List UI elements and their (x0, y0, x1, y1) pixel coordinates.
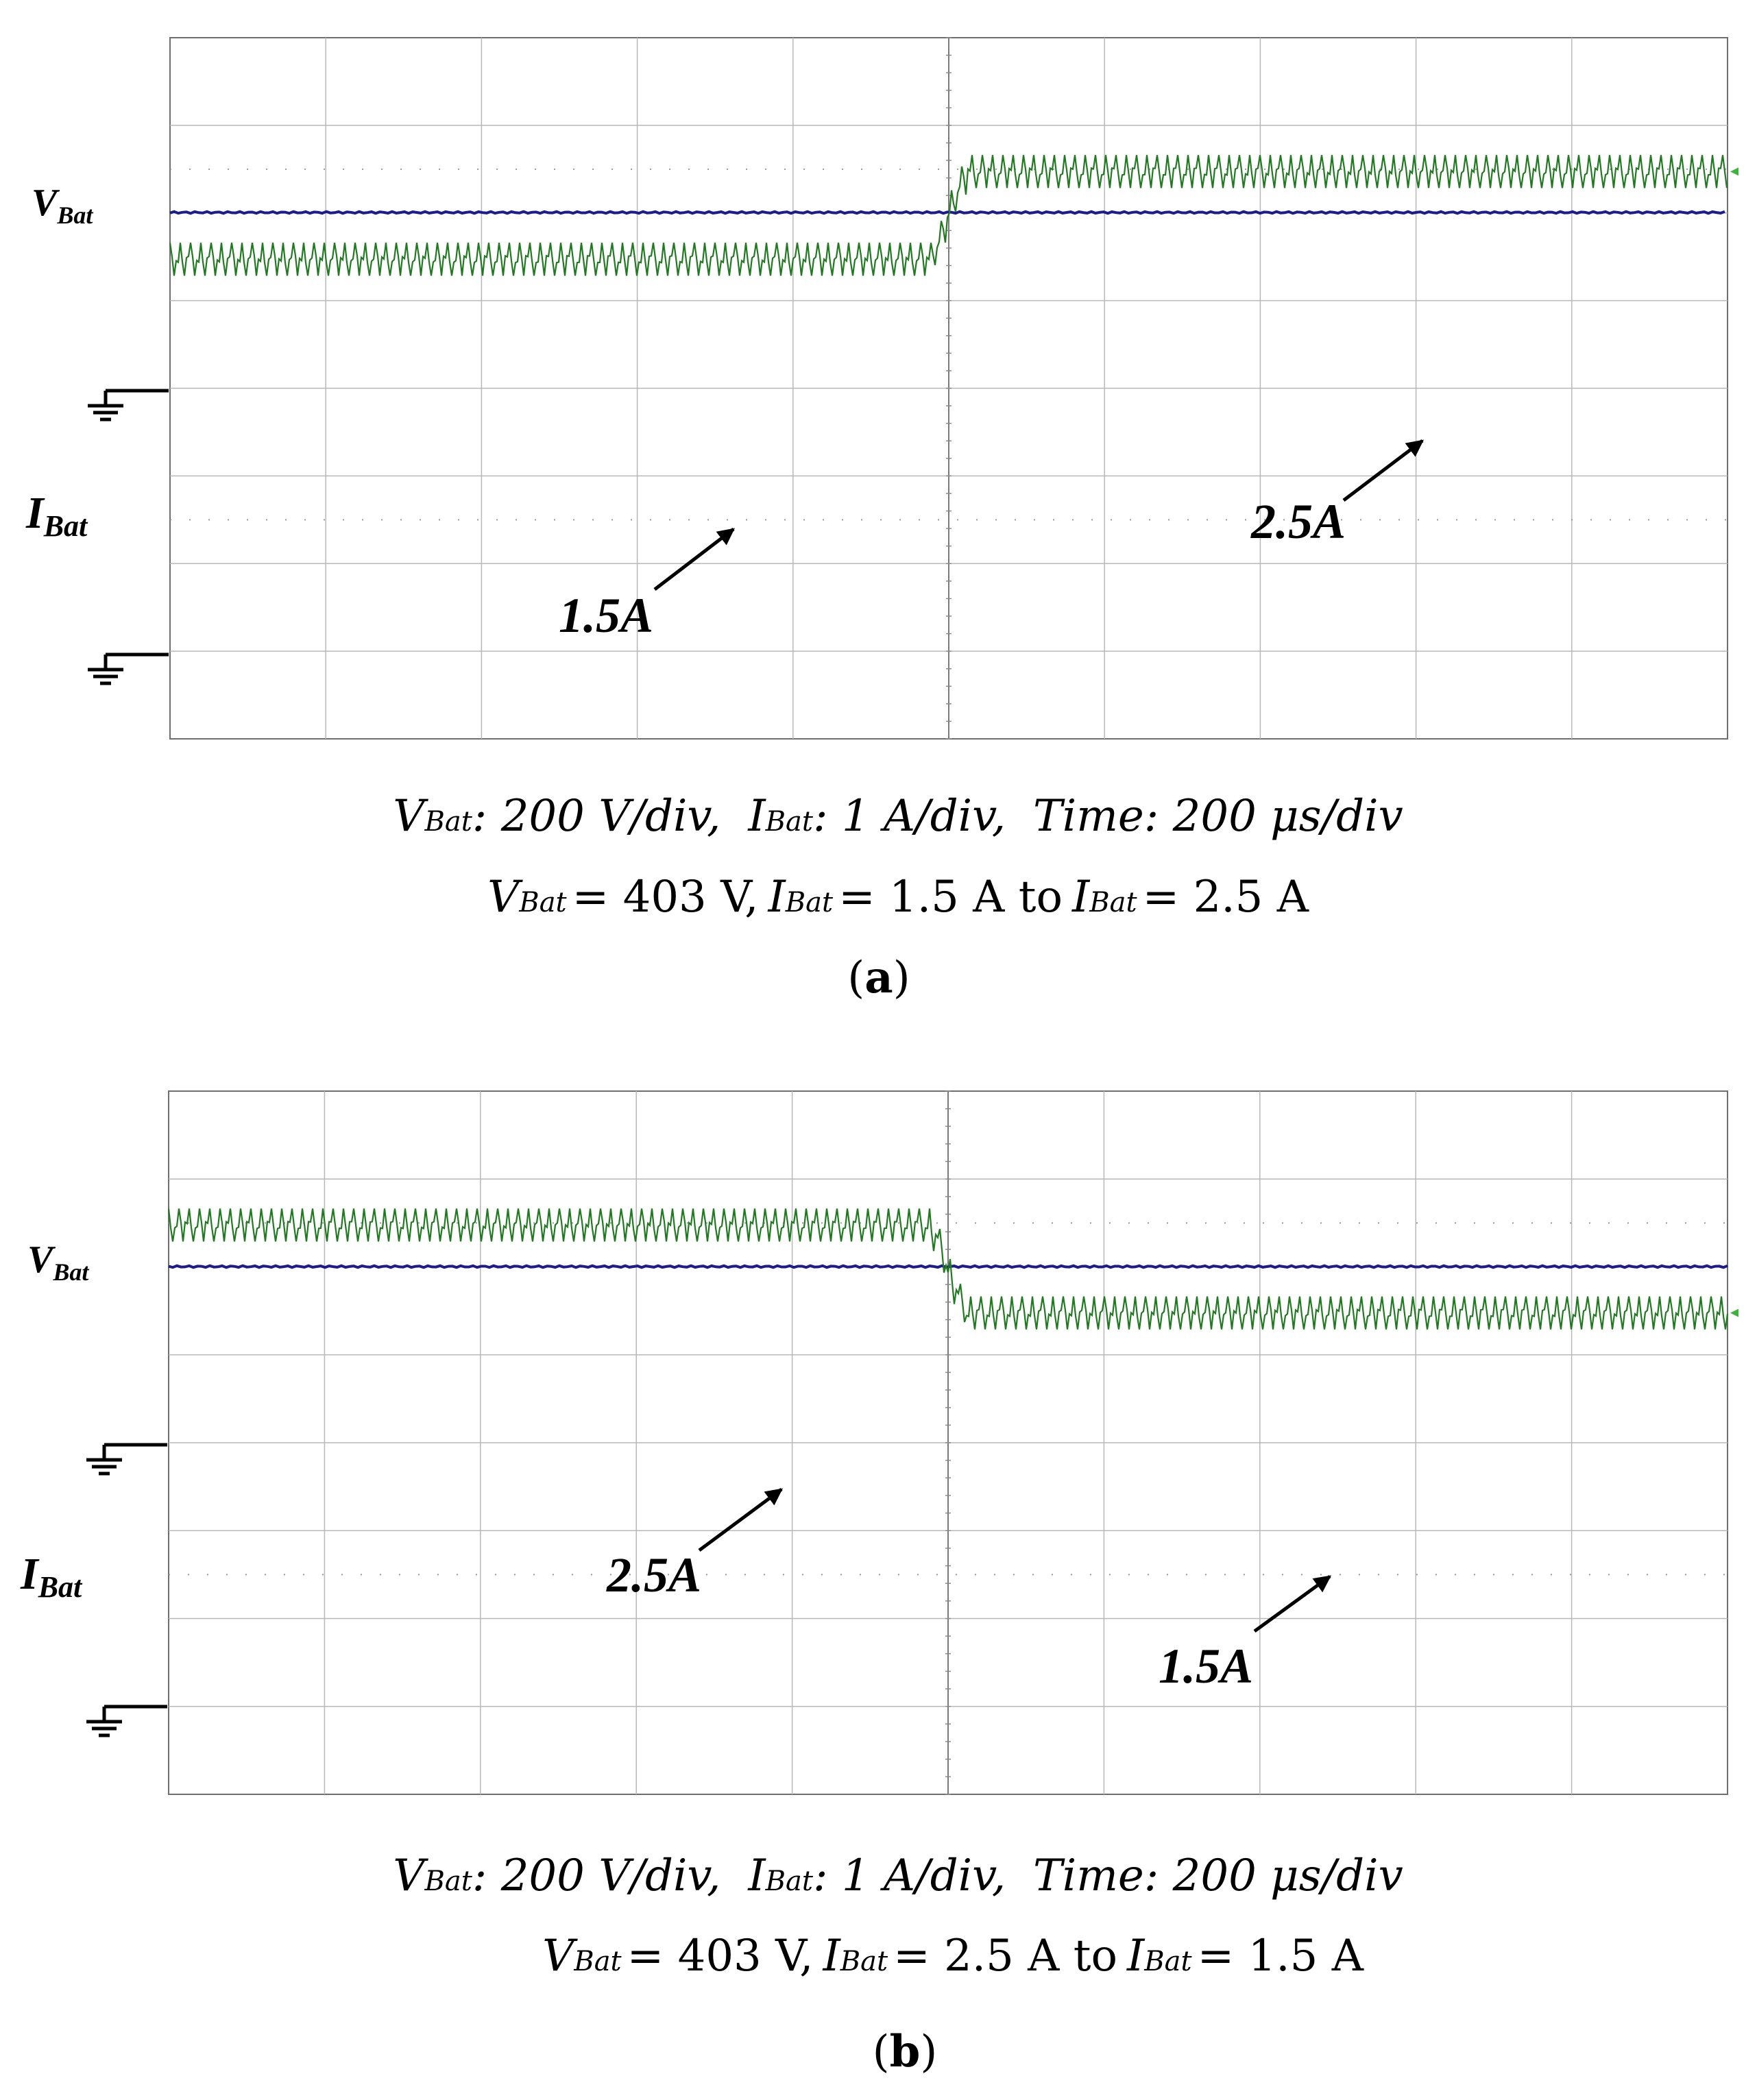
channel-marker-icon (1730, 167, 1738, 176)
scale-line-a: VBat: 200 V/div, IBat: 1 A/div, Time: 200 … (393, 791, 1403, 842)
panel-caption-b: (b) (873, 2026, 938, 2077)
ground-symbol-icon (86, 1705, 167, 1737)
annotation-label-b-before: 2.5A (606, 1548, 701, 1602)
annotation-label-a-before: 1.5A (559, 588, 653, 643)
ground-symbol-icon (88, 652, 169, 685)
ground-markers-b (86, 1443, 167, 1737)
vbat-trace-a (169, 210, 1725, 215)
channel-marker-icon (1730, 1308, 1738, 1317)
ground-symbol-icon (86, 1443, 167, 1476)
condition-line-b: VBat = 403 V, IBat = 2.5 A to IBat = 1.5 A (542, 1931, 1364, 1981)
ibat-channel-label-a: IBat (25, 488, 88, 543)
annotation-arrow-a-after (1342, 439, 1424, 502)
panel-caption-a: (a) (847, 952, 910, 1003)
panel-a: VBat IBat 1.5A 2.5A VBat: 200 V/div, IBat… (25, 37, 1738, 1003)
ibat-trace-b (167, 1208, 1729, 1330)
vbat-trace-b (168, 1264, 1728, 1269)
scope-grid-b (168, 1090, 1738, 1795)
annotation-arrow-b-after (1253, 1574, 1332, 1633)
annotation-label-b-after: 1.5A (1159, 1639, 1253, 1694)
ground-markers-a (88, 389, 169, 685)
condition-line-a: VBat = 403 V, IBat = 1.5 A to IBat = 2.5 A (487, 872, 1309, 923)
annotation-label-a-after: 2.5A (1250, 494, 1346, 549)
ground-symbol-icon (88, 389, 169, 422)
scale-line-b: VBat: 200 V/div, IBat: 1 A/div, Time: 200 … (393, 1851, 1403, 1901)
vbat-channel-label-b: VBat (27, 1238, 89, 1286)
vbat-channel-label-a: VBat (32, 182, 93, 229)
scope-grid-a (169, 37, 1738, 740)
annotation-arrow-b-before (698, 1487, 784, 1552)
annotation-arrow-a-before (653, 528, 735, 591)
ibat-trace-a (169, 155, 1728, 276)
panel-b: VBat IBat 2.5A 1.5A VBat: 200 V/div, IBat… (20, 1090, 1738, 2077)
ibat-channel-label-b: IBat (20, 1549, 83, 1604)
